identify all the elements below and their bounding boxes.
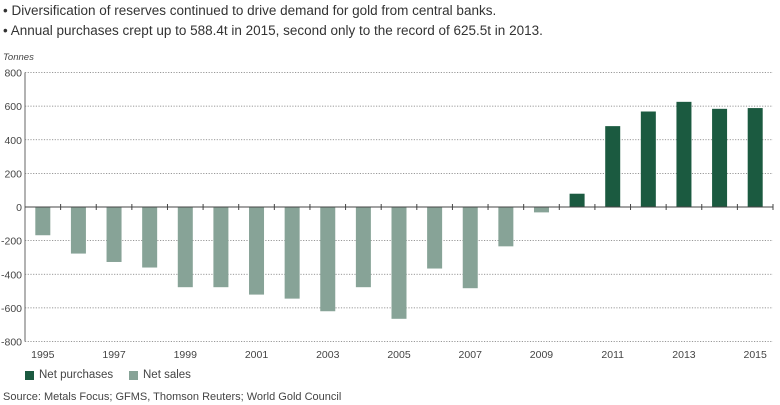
- legend-label: Net purchases: [39, 369, 114, 381]
- source-note: Source: Metals Focus; GFMS, Thomson Reut…: [3, 391, 342, 403]
- bar-2009: [533, 207, 549, 213]
- bar-2004: [355, 207, 371, 288]
- bar-2002: [284, 207, 300, 299]
- legend-swatch: [25, 370, 34, 380]
- bar-1996: [70, 207, 86, 254]
- bullet-point: • Annual purchases crept up to 588.4t in…: [3, 23, 543, 38]
- bar-2015: [747, 108, 763, 207]
- x-tick-label: 2003: [316, 349, 340, 361]
- bar-1999: [177, 207, 193, 288]
- bar-2010: [569, 193, 585, 207]
- x-tick-label: 2005: [387, 349, 411, 361]
- bar-2011: [605, 126, 621, 207]
- x-tick-label: 2013: [672, 349, 696, 361]
- legend-label: Net sales: [143, 369, 191, 381]
- x-tick-label: 1995: [31, 349, 55, 361]
- y-tick-label: 200: [4, 168, 22, 180]
- x-tick-label: 1997: [102, 349, 126, 361]
- bar-2013: [676, 101, 692, 207]
- bar-2001: [249, 207, 265, 295]
- bar-2000: [213, 207, 229, 288]
- legend-swatch: [129, 370, 138, 380]
- bullet-point: • Diversification of reserves continued …: [3, 3, 497, 18]
- y-tick-label: 400: [4, 135, 22, 147]
- x-tick-label: 2007: [459, 349, 483, 361]
- y-tick-label: 0: [16, 202, 22, 214]
- y-tick-label: -800: [1, 337, 22, 349]
- bar-2006: [427, 207, 443, 269]
- bar-2005: [391, 207, 407, 319]
- x-tick-label: 1999: [174, 349, 198, 361]
- y-tick-label: 800: [4, 68, 22, 80]
- x-tick-label: 2001: [245, 349, 269, 361]
- y-tick-label: -200: [1, 236, 22, 248]
- y-axis-title: Tonnes: [3, 52, 34, 63]
- y-tick-label: -400: [1, 269, 22, 281]
- bar-2007: [462, 207, 478, 289]
- bar-2008: [498, 207, 514, 247]
- x-tick-label: 2009: [530, 349, 554, 361]
- legend-net-sales: Net sales: [129, 369, 191, 381]
- y-tick-label: -600: [1, 303, 22, 315]
- bar-2003: [320, 207, 336, 312]
- bar-1998: [142, 207, 158, 268]
- x-tick-label: 2011: [601, 349, 624, 361]
- bar-2012: [640, 111, 656, 207]
- bar-2014: [712, 108, 728, 207]
- bar-1995: [35, 207, 51, 236]
- x-tick-label: 2015: [744, 349, 768, 361]
- bar-1997: [106, 207, 122, 262]
- y-tick-label: 600: [4, 101, 22, 113]
- legend-net-purchases: Net purchases: [25, 369, 113, 381]
